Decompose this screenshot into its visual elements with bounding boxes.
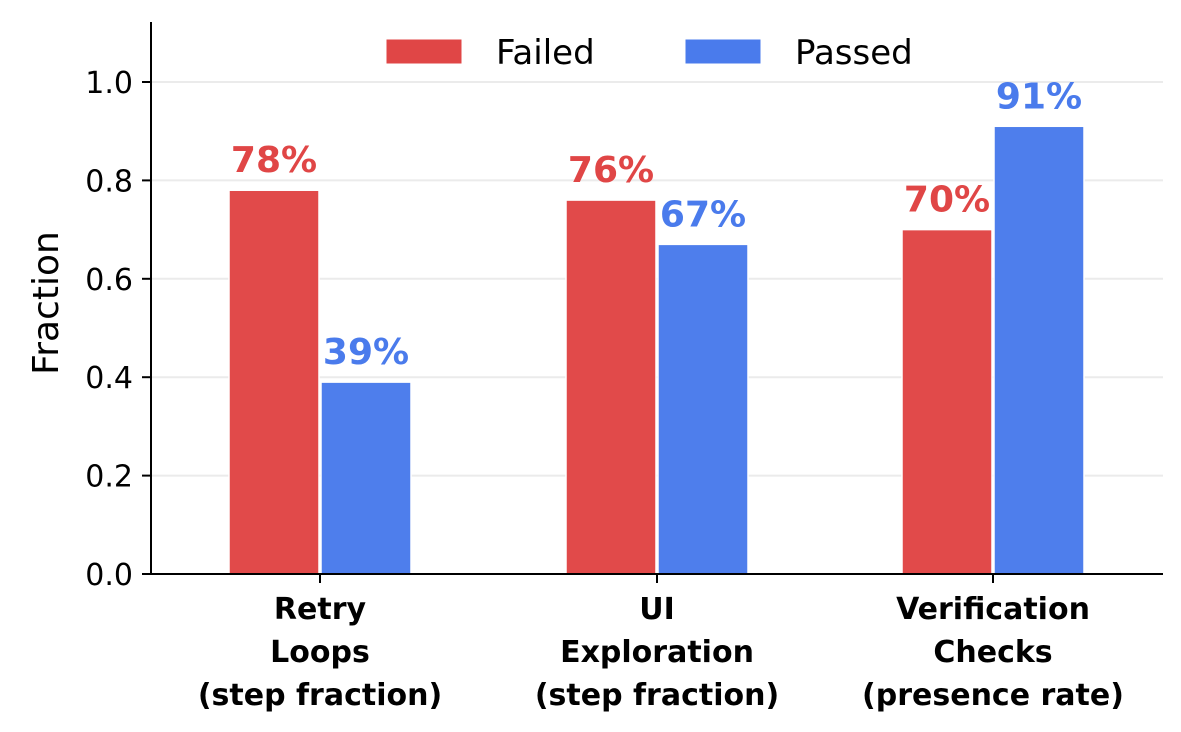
legend-swatch-failed	[385, 38, 463, 65]
y-tick-label: 1.0	[85, 66, 133, 101]
x-tick-label: Exploration	[560, 635, 754, 670]
x-tick-label: (presence rate)	[862, 678, 1124, 713]
x-tick-label: Checks	[933, 635, 1052, 670]
y-tick-label: 0.2	[85, 460, 133, 495]
bar-value-label: 70%	[904, 180, 990, 221]
y-tick-label: 0.4	[85, 361, 133, 396]
y-axis-ticks: 0.0 0.2 0.4 0.6 0.8 1.0	[85, 66, 151, 593]
y-axis-label: Fraction	[26, 231, 67, 375]
x-tick-label: UI	[639, 592, 675, 627]
bar-value-label: 78%	[231, 140, 317, 181]
bar-value-label: 39%	[323, 332, 409, 373]
legend-label-passed: Passed	[795, 33, 913, 73]
x-tick-label: Loops	[270, 635, 370, 670]
x-axis-ticks: Retry Loops (step fraction) UI Exploration (s…	[198, 574, 1124, 713]
x-tick-label: (step fraction)	[535, 678, 779, 713]
bar-failed	[565, 199, 657, 575]
bar-value-label: 67%	[660, 194, 746, 235]
x-tick-label: Verification	[896, 592, 1090, 627]
bar-passed	[657, 243, 749, 575]
x-tick-label: (step fraction)	[198, 678, 442, 713]
legend: Failed Passed	[385, 33, 913, 73]
y-tick-label: 0.0	[85, 558, 133, 593]
bars: 78% 39% 76%67% 70% 91%	[228, 76, 1085, 575]
x-tick-label: Retry	[274, 592, 367, 627]
bar-passed	[320, 381, 412, 575]
legend-label-failed: Failed	[496, 33, 595, 73]
bar-passed	[993, 125, 1085, 575]
y-tick-label: 0.8	[85, 164, 133, 199]
bar-failed	[228, 189, 320, 575]
bar-value-label: 76%	[568, 150, 654, 191]
bar-value-label: 91%	[996, 76, 1082, 117]
legend-swatch-passed	[684, 38, 762, 65]
bar-failed	[901, 228, 993, 575]
y-tick-label: 0.6	[85, 263, 133, 298]
